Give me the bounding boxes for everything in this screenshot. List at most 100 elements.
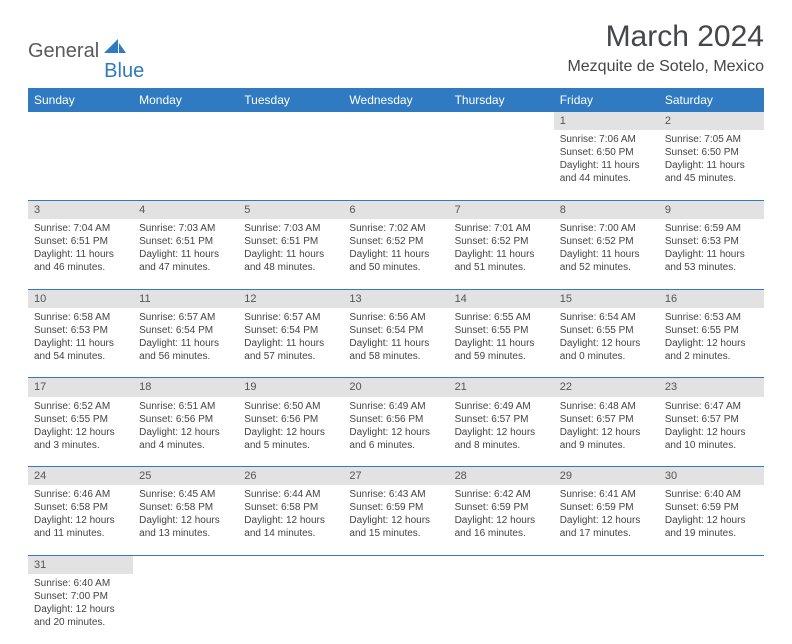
day-number-cell: 28 (449, 467, 554, 486)
day-content-cell: Sunrise: 6:47 AMSunset: 6:57 PMDaylight:… (659, 397, 764, 467)
sunset-line: Sunset: 6:59 PM (349, 501, 442, 514)
day-content-cell: Sunrise: 6:54 AMSunset: 6:55 PMDaylight:… (554, 308, 659, 378)
sunrise-line: Sunrise: 6:52 AM (34, 400, 127, 413)
day-content-row: Sunrise: 6:40 AMSunset: 7:00 PMDaylight:… (28, 574, 764, 644)
day-content-cell: Sunrise: 7:03 AMSunset: 6:51 PMDaylight:… (238, 219, 343, 289)
sunset-line: Sunset: 6:58 PM (244, 501, 337, 514)
day-number-cell: 3 (28, 200, 133, 219)
weekday-header: Wednesday (343, 88, 448, 112)
sunset-line: Sunset: 6:51 PM (139, 235, 232, 248)
weekday-header: Friday (554, 88, 659, 112)
sunrise-line: Sunrise: 7:06 AM (560, 133, 653, 146)
sunset-line: Sunset: 6:59 PM (665, 501, 758, 514)
sunrise-line: Sunrise: 7:02 AM (349, 222, 442, 235)
day-content-cell: Sunrise: 6:59 AMSunset: 6:53 PMDaylight:… (659, 219, 764, 289)
page-title: March 2024 (567, 20, 764, 54)
day-number-cell: 5 (238, 200, 343, 219)
sunset-line: Sunset: 6:56 PM (349, 413, 442, 426)
sunrise-line: Sunrise: 6:44 AM (244, 488, 337, 501)
day-number-cell: 11 (133, 289, 238, 308)
day-number-row: 12 (28, 112, 764, 130)
sunrise-line: Sunrise: 6:49 AM (349, 400, 442, 413)
sunrise-line: Sunrise: 6:46 AM (34, 488, 127, 501)
weekday-header: Saturday (659, 88, 764, 112)
daylight-line: Daylight: 11 hours and 54 minutes. (34, 337, 127, 363)
daylight-line: Daylight: 12 hours and 5 minutes. (244, 426, 337, 452)
sunrise-line: Sunrise: 7:03 AM (244, 222, 337, 235)
day-number-cell (238, 555, 343, 574)
daylight-line: Daylight: 11 hours and 53 minutes. (665, 248, 758, 274)
logo-text-general: General (28, 40, 99, 63)
daylight-line: Daylight: 12 hours and 19 minutes. (665, 514, 758, 540)
daylight-line: Daylight: 11 hours and 48 minutes. (244, 248, 337, 274)
sunset-line: Sunset: 7:00 PM (34, 590, 127, 603)
header: General Blue March 2024 Mezquite de Sote… (28, 20, 764, 76)
sunset-line: Sunset: 6:58 PM (34, 501, 127, 514)
sunset-line: Sunset: 6:54 PM (244, 324, 337, 337)
daylight-line: Daylight: 11 hours and 45 minutes. (665, 159, 758, 185)
day-content-row: Sunrise: 6:58 AMSunset: 6:53 PMDaylight:… (28, 308, 764, 378)
calendar-body: 12Sunrise: 7:06 AMSunset: 6:50 PMDayligh… (28, 112, 764, 644)
day-content-cell: Sunrise: 6:49 AMSunset: 6:56 PMDaylight:… (343, 397, 448, 467)
day-content-cell: Sunrise: 6:43 AMSunset: 6:59 PMDaylight:… (343, 485, 448, 555)
day-number-row: 10111213141516 (28, 289, 764, 308)
day-content-cell: Sunrise: 6:40 AMSunset: 7:00 PMDaylight:… (28, 574, 133, 644)
weekday-header: Tuesday (238, 88, 343, 112)
sunset-line: Sunset: 6:59 PM (455, 501, 548, 514)
calendar-table: SundayMondayTuesdayWednesdayThursdayFrid… (28, 88, 764, 644)
daylight-line: Daylight: 11 hours and 51 minutes. (455, 248, 548, 274)
day-number-cell: 26 (238, 467, 343, 486)
sunrise-line: Sunrise: 6:43 AM (349, 488, 442, 501)
day-number-cell: 22 (554, 378, 659, 397)
daylight-line: Daylight: 12 hours and 3 minutes. (34, 426, 127, 452)
day-number-cell: 1 (554, 112, 659, 130)
day-number-cell: 21 (449, 378, 554, 397)
sunset-line: Sunset: 6:54 PM (139, 324, 232, 337)
sunrise-line: Sunrise: 6:58 AM (34, 311, 127, 324)
day-number-cell: 13 (343, 289, 448, 308)
sunset-line: Sunset: 6:55 PM (34, 413, 127, 426)
sunset-line: Sunset: 6:50 PM (665, 146, 758, 159)
day-number-cell: 17 (28, 378, 133, 397)
day-content-cell: Sunrise: 7:04 AMSunset: 6:51 PMDaylight:… (28, 219, 133, 289)
daylight-line: Daylight: 11 hours and 56 minutes. (139, 337, 232, 363)
day-number-cell (133, 112, 238, 130)
logo-sail-icon (104, 37, 126, 58)
day-content-cell: Sunrise: 6:56 AMSunset: 6:54 PMDaylight:… (343, 308, 448, 378)
daylight-line: Daylight: 12 hours and 20 minutes. (34, 603, 127, 629)
day-number-row: 3456789 (28, 200, 764, 219)
day-number-cell: 4 (133, 200, 238, 219)
day-content-cell: Sunrise: 6:41 AMSunset: 6:59 PMDaylight:… (554, 485, 659, 555)
day-content-cell: Sunrise: 6:58 AMSunset: 6:53 PMDaylight:… (28, 308, 133, 378)
day-number-cell (449, 112, 554, 130)
day-content-cell: Sunrise: 6:45 AMSunset: 6:58 PMDaylight:… (133, 485, 238, 555)
sunrise-line: Sunrise: 7:04 AM (34, 222, 127, 235)
sunrise-line: Sunrise: 6:40 AM (665, 488, 758, 501)
sunrise-line: Sunrise: 6:57 AM (244, 311, 337, 324)
sunrise-line: Sunrise: 6:57 AM (139, 311, 232, 324)
day-number-cell (449, 555, 554, 574)
day-number-cell (659, 555, 764, 574)
sunrise-line: Sunrise: 6:55 AM (455, 311, 548, 324)
sunrise-line: Sunrise: 6:53 AM (665, 311, 758, 324)
daylight-line: Daylight: 12 hours and 8 minutes. (455, 426, 548, 452)
sunset-line: Sunset: 6:52 PM (560, 235, 653, 248)
day-content-cell (449, 130, 554, 200)
day-content-cell (554, 574, 659, 644)
day-number-cell (554, 555, 659, 574)
sunset-line: Sunset: 6:56 PM (244, 413, 337, 426)
day-content-cell: Sunrise: 6:44 AMSunset: 6:58 PMDaylight:… (238, 485, 343, 555)
day-number-cell: 27 (343, 467, 448, 486)
day-content-cell: Sunrise: 7:02 AMSunset: 6:52 PMDaylight:… (343, 219, 448, 289)
day-content-cell: Sunrise: 6:40 AMSunset: 6:59 PMDaylight:… (659, 485, 764, 555)
day-content-row: Sunrise: 6:46 AMSunset: 6:58 PMDaylight:… (28, 485, 764, 555)
day-number-cell: 6 (343, 200, 448, 219)
sunrise-line: Sunrise: 7:05 AM (665, 133, 758, 146)
logo-text-blue: Blue (104, 60, 144, 83)
daylight-line: Daylight: 11 hours and 44 minutes. (560, 159, 653, 185)
sunset-line: Sunset: 6:54 PM (349, 324, 442, 337)
day-content-cell: Sunrise: 7:01 AMSunset: 6:52 PMDaylight:… (449, 219, 554, 289)
sunrise-line: Sunrise: 6:40 AM (34, 577, 127, 590)
day-number-cell (343, 555, 448, 574)
day-content-cell: Sunrise: 6:53 AMSunset: 6:55 PMDaylight:… (659, 308, 764, 378)
